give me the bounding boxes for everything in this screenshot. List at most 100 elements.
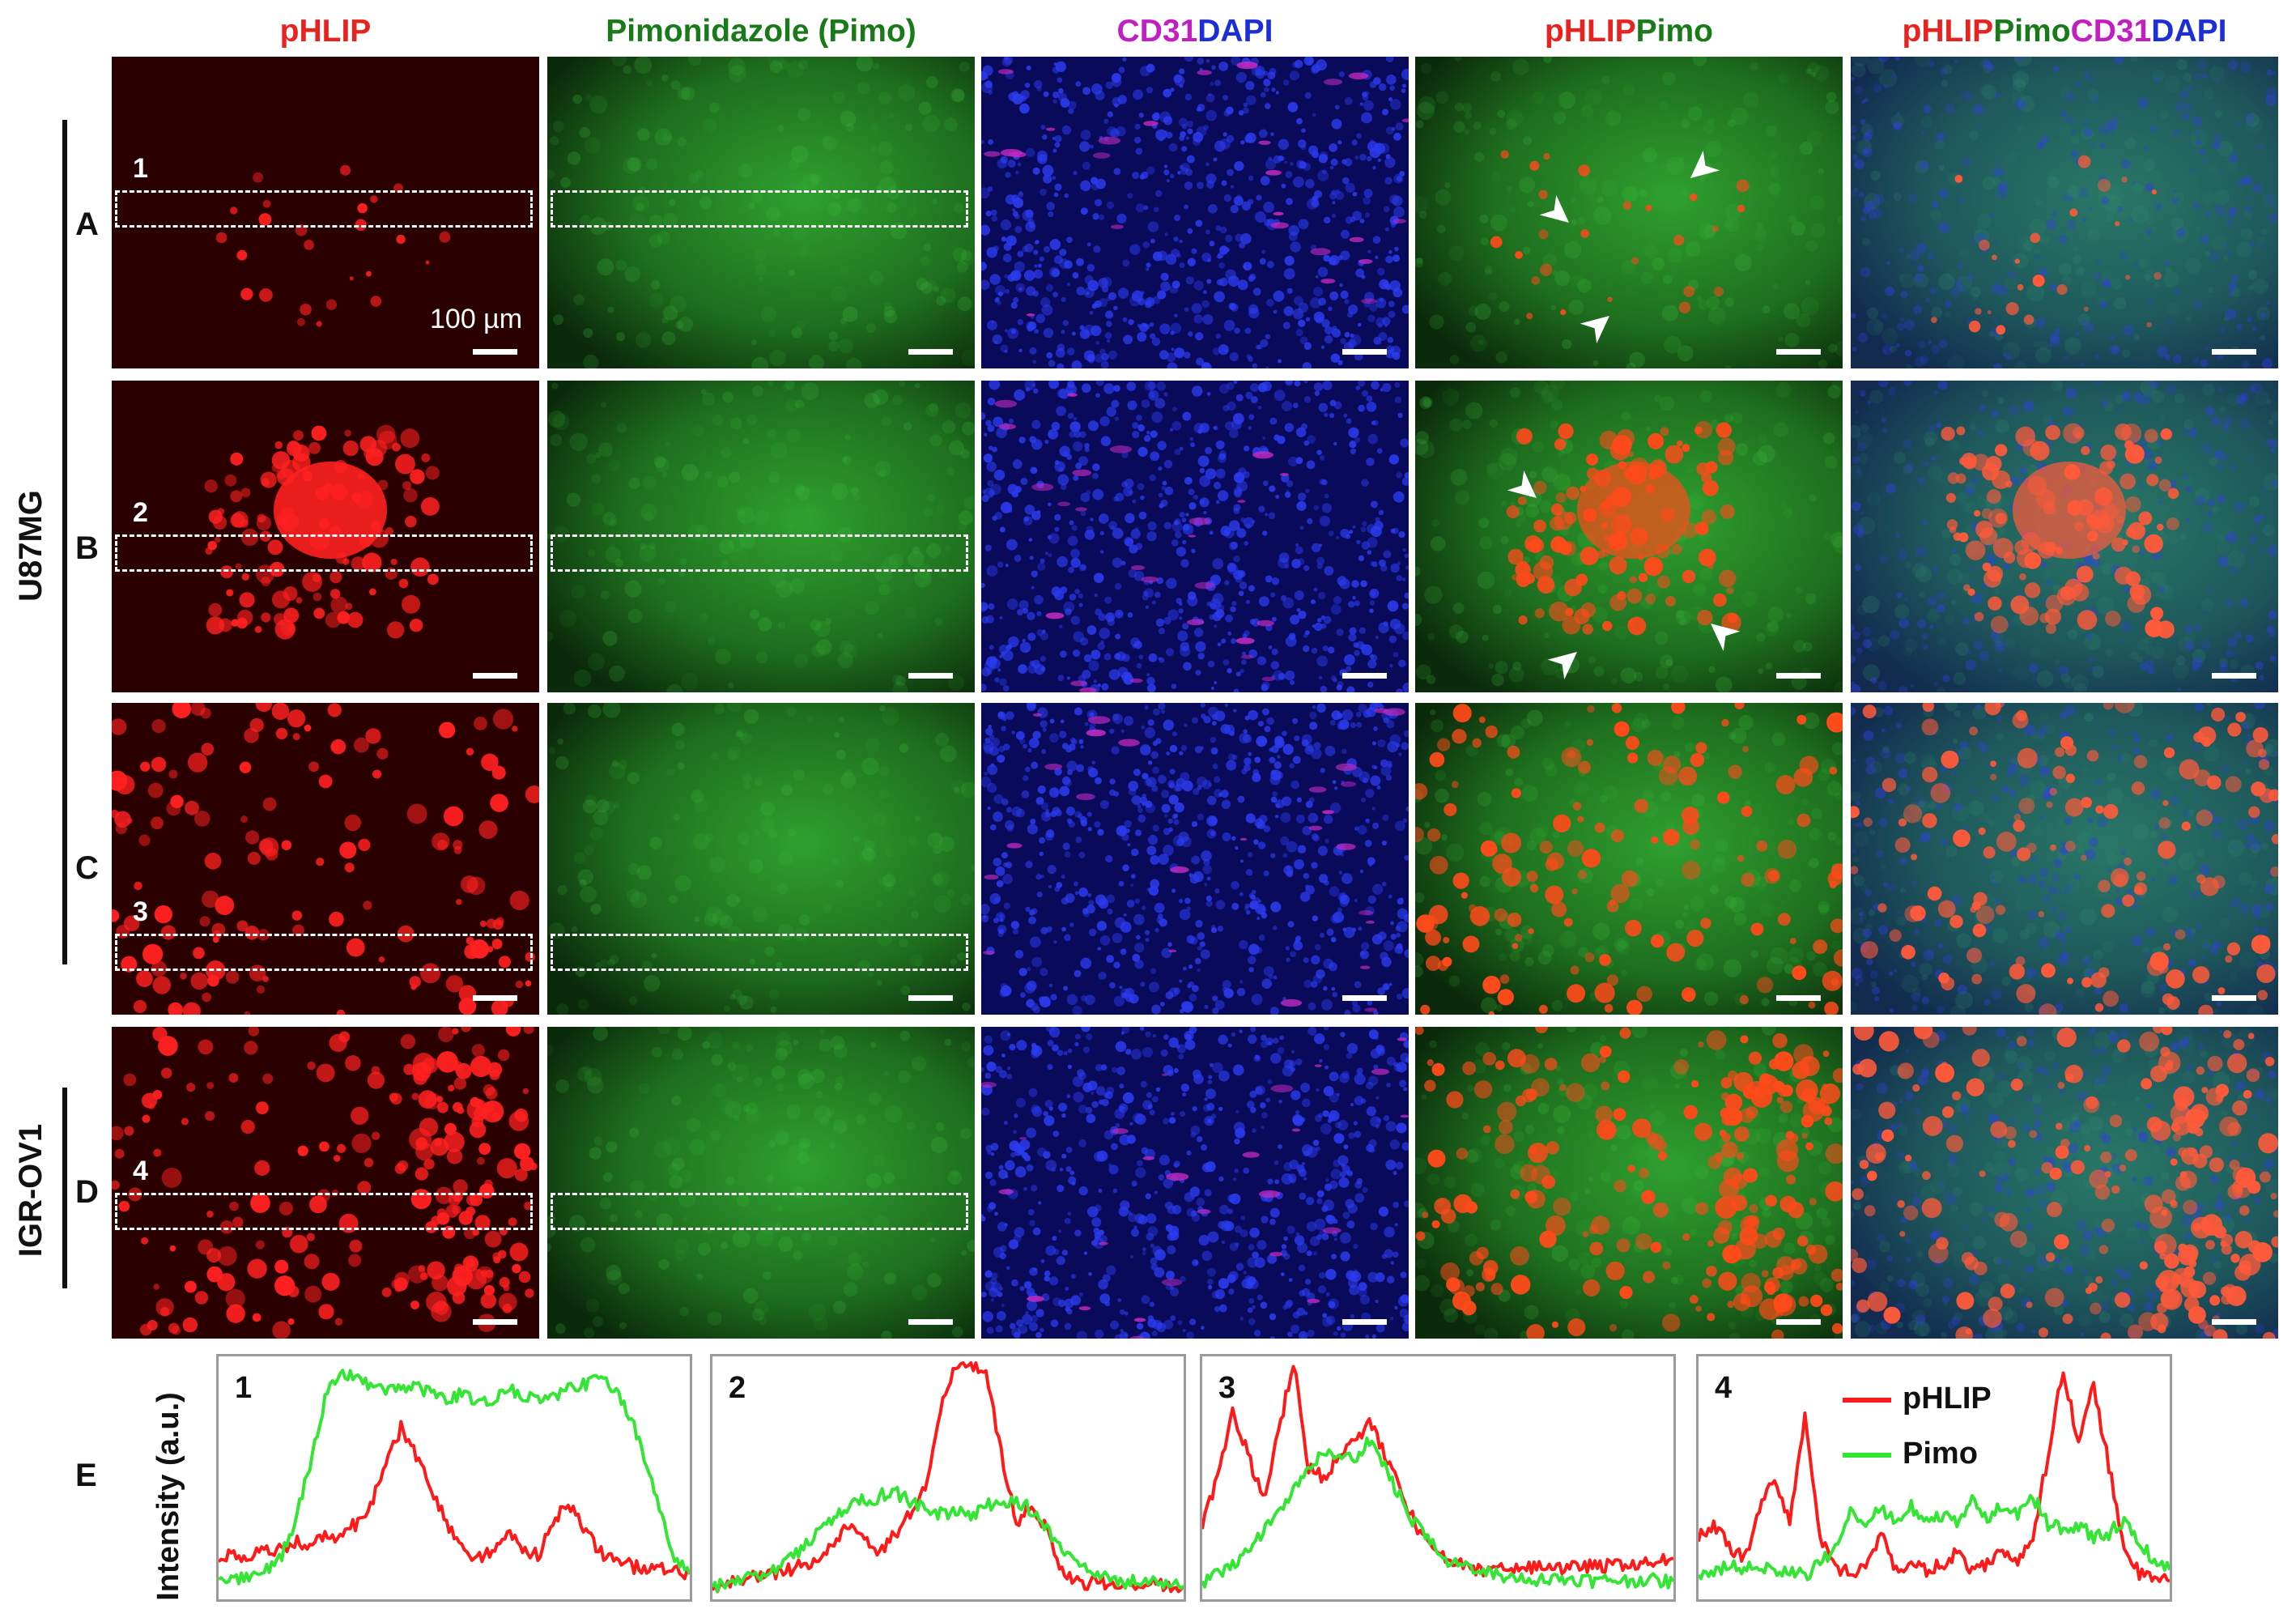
group-label-igr-ov1: IGR-OV1 <box>13 1123 49 1258</box>
header-segment-pimo: Pimo <box>1993 14 2071 49</box>
panel-b-merge <box>1851 381 2278 692</box>
arrowhead-icon <box>1711 624 1741 652</box>
roi-number-4: 4 <box>133 1156 148 1186</box>
roi-number-2: 2 <box>133 497 148 528</box>
legend-label-phlip: pHLIP <box>1903 1381 1992 1416</box>
scale-bar <box>473 995 517 1001</box>
column-header-phlip: pHLIP <box>112 11 539 52</box>
row-letter-d: D <box>75 1174 99 1210</box>
scale-bar <box>2212 995 2256 1001</box>
roi-number-1: 1 <box>133 153 148 184</box>
profile-plot-number: 2 <box>729 1371 746 1405</box>
row-letter-c: C <box>75 850 99 886</box>
roi-box-4 <box>551 1193 968 1230</box>
scale-bar <box>473 349 517 355</box>
row-letter-a: A <box>75 206 99 242</box>
header-segment-phlip: pHLIP <box>279 14 372 49</box>
y-axis-label: Intensity (a.u.) <box>151 1392 185 1601</box>
scale-bar <box>1342 349 1387 355</box>
profile-line-phlip <box>1699 1371 2170 1584</box>
header-segment-dapi: DAPI <box>1197 14 1273 49</box>
roi-box-1 <box>551 190 968 228</box>
header-segment-cd31: CD31 <box>2070 14 2152 49</box>
panel-d-merge <box>1851 1027 2278 1339</box>
column-header-merge: pHLIPPimoCD31DAPI <box>1851 11 2278 52</box>
panel-c-cd31-dapi <box>981 703 1409 1015</box>
roi-box-1 <box>115 190 533 228</box>
group-bar-u87mg <box>62 120 67 964</box>
arrowhead-icon <box>1539 194 1569 223</box>
profile-plot-number: 4 <box>1715 1371 1733 1405</box>
panel-d-phlip-pimo <box>1415 1027 1843 1339</box>
legend-line-phlip <box>1843 1398 1891 1403</box>
roi-box-3 <box>551 934 968 971</box>
scale-bar <box>1776 349 1821 355</box>
profile-line-phlip <box>219 1420 690 1581</box>
scale-bar <box>908 673 953 679</box>
roi-number-3: 3 <box>133 896 148 927</box>
scale-bar <box>1342 1319 1387 1325</box>
profile-plot-3: 3 <box>1200 1354 1676 1602</box>
panel-d-pimo <box>547 1027 975 1339</box>
profile-plot-4: 4 <box>1696 1354 2172 1602</box>
scale-bar <box>1776 1319 1821 1325</box>
roi-box-3 <box>115 934 533 971</box>
profile-plot-number: 1 <box>235 1371 253 1405</box>
profile-line-pimo <box>219 1369 690 1586</box>
header-segment-pimo: Pimo <box>1635 14 1714 49</box>
row-letter-b: B <box>75 530 99 566</box>
header-segment-phlip: pHLIP <box>1902 14 1994 49</box>
scale-bar <box>2212 349 2256 355</box>
row-letter-e: E <box>75 1458 97 1493</box>
panel-c-phlip: 3 <box>112 703 539 1015</box>
panel-a-cd31-dapi <box>981 57 1409 368</box>
panel-a-phlip-pimo <box>1415 57 1843 368</box>
arrowhead-icon <box>1507 470 1537 498</box>
panel-a-phlip: 1 100 µm <box>112 57 539 368</box>
panel-a-merge <box>1851 57 2278 368</box>
scale-bar <box>1342 995 1387 1001</box>
scale-bar <box>1776 995 1821 1001</box>
column-header-cd31-dapi: CD31DAPI <box>981 11 1409 52</box>
header-segment-pimonidazole-pimo-: Pimonidazole (Pimo) <box>606 14 916 49</box>
arrowhead-icon <box>1690 150 1720 178</box>
panel-b-cd31-dapi <box>981 381 1409 692</box>
column-header-phlip-pimo: pHLIPPimo <box>1415 11 1843 52</box>
profile-plot-number: 3 <box>1218 1371 1236 1405</box>
panel-d-cd31-dapi <box>981 1027 1409 1339</box>
column-header-pimo: Pimonidazole (Pimo) <box>547 11 975 52</box>
profile-line-pimo <box>1202 1436 1673 1590</box>
scale-bar <box>2212 1319 2256 1325</box>
header-segment-phlip: pHLIP <box>1544 14 1636 49</box>
panel-b-phlip-pimo <box>1415 381 1843 692</box>
arrowhead-icon <box>1580 316 1609 344</box>
panel-c-phlip-pimo <box>1415 703 1843 1015</box>
group-label-u87mg: U87MG <box>13 490 49 602</box>
scale-bar <box>473 673 517 679</box>
profile-line-pimo <box>1699 1493 2170 1582</box>
profile-plot-2: 2 <box>710 1354 1186 1602</box>
scale-bar <box>473 1319 517 1325</box>
panel-b-phlip: 2 <box>112 381 539 692</box>
group-bar-igr-ov1 <box>62 1088 67 1288</box>
roi-box-2 <box>551 534 968 572</box>
arrowhead-icon <box>1547 652 1577 680</box>
profile-line-phlip <box>1202 1364 1673 1578</box>
scale-bar <box>908 1319 953 1325</box>
panel-b-pimo <box>547 381 975 692</box>
panel-a-pimo <box>547 57 975 368</box>
panel-d-phlip: 4 <box>112 1027 539 1339</box>
header-segment-cd31: CD31 <box>1116 14 1198 49</box>
roi-box-2 <box>115 534 533 572</box>
scale-bar <box>908 995 953 1001</box>
panel-c-merge <box>1851 703 2278 1015</box>
legend-line-pimo <box>1843 1453 1891 1458</box>
scale-bar <box>908 349 953 355</box>
scale-bar <box>1776 673 1821 679</box>
profile-plot-1: 1 <box>216 1354 692 1602</box>
panel-c-pimo <box>547 703 975 1015</box>
profile-line-pimo <box>712 1485 1184 1594</box>
roi-box-4 <box>115 1193 533 1230</box>
scale-bar <box>2212 673 2256 679</box>
header-segment-dapi: DAPI <box>2151 14 2227 49</box>
